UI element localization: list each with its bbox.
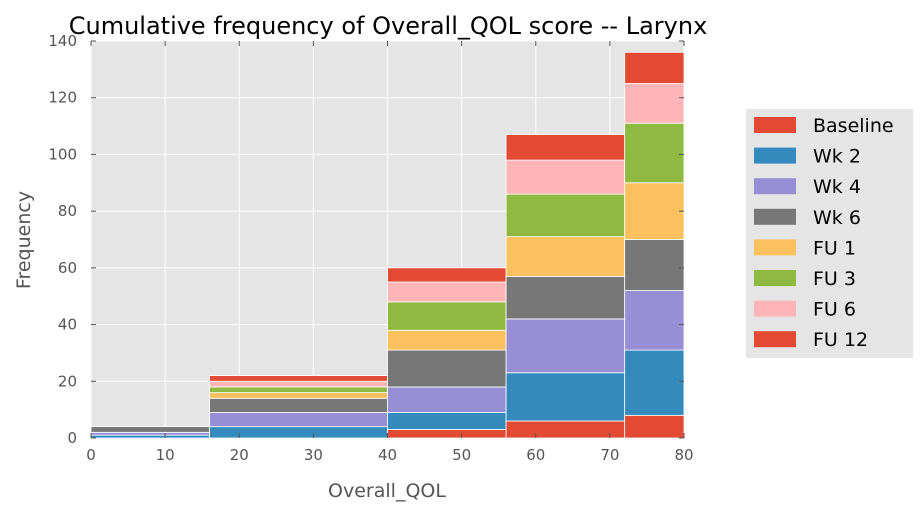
y-tick-label: 120 bbox=[48, 89, 77, 107]
bar-segment bbox=[624, 51, 685, 84]
bar-segment bbox=[624, 83, 685, 124]
x-axis-label: Overall_QOL bbox=[328, 480, 446, 502]
legend-label: Wk 6 bbox=[813, 207, 861, 229]
bar-segment bbox=[209, 397, 388, 413]
y-axis-label: Frequency bbox=[13, 191, 35, 289]
bar-segment bbox=[387, 329, 507, 351]
bar-segment bbox=[505, 193, 626, 238]
bar-segment bbox=[505, 275, 626, 320]
bar-segment bbox=[387, 301, 507, 331]
legend-swatch bbox=[754, 300, 796, 317]
bar-segment bbox=[90, 426, 210, 433]
legend-label: FU 6 bbox=[813, 299, 856, 321]
y-tick-label: 100 bbox=[48, 145, 77, 163]
bar-segment bbox=[209, 426, 388, 439]
legend-label: FU 12 bbox=[813, 329, 868, 351]
bar-segment bbox=[624, 414, 685, 439]
y-tick-label: 140 bbox=[48, 32, 77, 50]
bar-segment bbox=[387, 349, 507, 388]
bar-segment bbox=[209, 375, 388, 382]
legend-label: Wk 4 bbox=[813, 176, 861, 198]
bar-segment bbox=[209, 380, 388, 388]
bar-segment bbox=[90, 434, 210, 439]
bar-segment bbox=[505, 134, 626, 161]
bar-segment bbox=[505, 372, 626, 422]
bar-segment bbox=[624, 122, 685, 184]
legend-label: Baseline bbox=[813, 115, 894, 137]
bar-segment bbox=[505, 236, 626, 277]
y-tick-label: 60 bbox=[58, 259, 77, 277]
x-tick-label: 60 bbox=[526, 446, 545, 464]
y-tick-label: 20 bbox=[58, 372, 77, 390]
y-tick-label: 40 bbox=[58, 316, 77, 334]
legend: Baseline Wk 2 Wk 4 Wk 6 FU 1 FU 3 FU 6 FU 12 bbox=[746, 109, 913, 358]
bar-segment bbox=[505, 318, 626, 374]
bar-segment bbox=[387, 386, 507, 413]
bar-segment bbox=[90, 431, 210, 436]
bar-segment bbox=[387, 429, 507, 439]
bar-segment bbox=[209, 392, 388, 399]
legend-swatch bbox=[754, 178, 796, 195]
bar-segment bbox=[387, 281, 507, 303]
ticks: 0 10 20 30 40 50 60 70 80 0 20 40 60 80 100 120 140 bbox=[48, 32, 693, 464]
chart-title: Cumulative frequency of Overall_QOL scor… bbox=[69, 12, 708, 40]
x-tick-label: 50 bbox=[452, 446, 471, 464]
legend-label: Wk 2 bbox=[813, 146, 861, 168]
bar-segment bbox=[209, 386, 388, 394]
legend-label: FU 1 bbox=[813, 237, 856, 259]
bar-segment bbox=[387, 412, 507, 430]
y-tick-label: 0 bbox=[67, 429, 77, 447]
x-tick-label: 30 bbox=[304, 446, 323, 464]
x-tick-label: 80 bbox=[674, 446, 693, 464]
legend-swatch bbox=[754, 117, 796, 133]
legend-swatch bbox=[754, 239, 796, 256]
x-tick-label: 20 bbox=[230, 446, 249, 464]
legend-swatch bbox=[754, 208, 796, 225]
x-tick-label: 10 bbox=[156, 446, 175, 464]
bars bbox=[90, 51, 685, 439]
bar-segment bbox=[624, 239, 685, 291]
bar-segment bbox=[387, 267, 507, 283]
bar-segment bbox=[624, 290, 685, 351]
bar-segment bbox=[505, 420, 626, 439]
bar-segment bbox=[505, 159, 626, 195]
bar-segment bbox=[624, 349, 685, 416]
legend-swatch bbox=[754, 331, 796, 348]
y-tick-label: 80 bbox=[58, 202, 77, 220]
legend-label: FU 3 bbox=[813, 268, 856, 290]
legend-swatch bbox=[754, 147, 796, 164]
x-tick-label: 40 bbox=[378, 446, 397, 464]
x-tick-label: 0 bbox=[86, 446, 96, 464]
bar-segment bbox=[624, 182, 685, 240]
x-tick-label: 70 bbox=[600, 446, 619, 464]
bar-segment bbox=[209, 412, 388, 428]
legend-swatch bbox=[754, 270, 796, 286]
